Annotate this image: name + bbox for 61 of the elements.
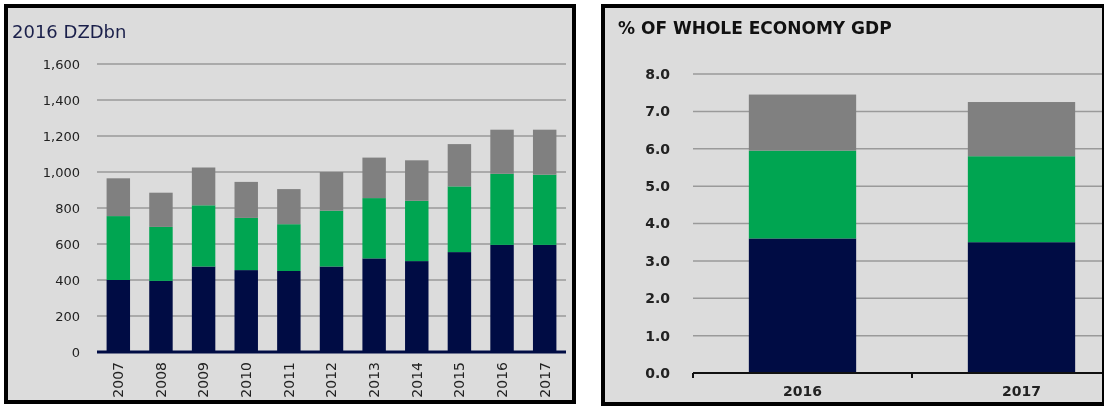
y-tick-label: 200 bbox=[55, 308, 80, 324]
bar bbox=[362, 157, 386, 199]
y-tick-label: 1,400 bbox=[42, 92, 80, 108]
x-tick-label: 2013 bbox=[366, 362, 383, 398]
bar bbox=[748, 94, 857, 151]
bar bbox=[490, 129, 514, 174]
x-tick-label: 2007 bbox=[110, 362, 127, 398]
y-tick-label: 0.0 bbox=[645, 364, 671, 381]
y-tick-label: 7.0 bbox=[645, 103, 671, 120]
y-tick-label: 4.0 bbox=[645, 215, 671, 232]
bar bbox=[106, 178, 131, 217]
y-tick-label: 1.0 bbox=[645, 327, 671, 344]
bar bbox=[967, 242, 1076, 373]
bar bbox=[405, 160, 429, 201]
bar bbox=[319, 210, 344, 267]
chart-title: % OF WHOLE ECONOMY GDP bbox=[618, 18, 892, 38]
bar bbox=[447, 186, 472, 253]
x-tick-label: 2009 bbox=[195, 362, 212, 398]
x-tick-label: 2016 bbox=[493, 361, 510, 398]
bar bbox=[748, 238, 857, 373]
bar bbox=[967, 102, 1076, 157]
y-tick-label: 0 bbox=[71, 344, 80, 360]
bar bbox=[405, 200, 429, 262]
y-tick-label: 1,000 bbox=[42, 164, 80, 180]
bar bbox=[149, 192, 173, 227]
y-tick-label: 400 bbox=[55, 272, 80, 288]
bar bbox=[106, 216, 131, 280]
bar bbox=[149, 226, 173, 281]
bar bbox=[532, 129, 557, 175]
x-tick-label: 2008 bbox=[152, 362, 169, 398]
bar bbox=[748, 150, 857, 239]
y-tick-label: 600 bbox=[55, 236, 80, 252]
y-tick-label: 3.0 bbox=[645, 252, 671, 269]
y-tick-label: 1,600 bbox=[42, 56, 80, 72]
x-tick-label: 2011 bbox=[280, 362, 297, 398]
x-tick-label: 2017 bbox=[536, 362, 553, 398]
bar bbox=[234, 217, 258, 271]
bar bbox=[191, 205, 216, 267]
x-tick-label: 2016 bbox=[783, 383, 822, 399]
bar bbox=[532, 174, 557, 245]
bar bbox=[447, 144, 472, 187]
x-tick-label: 2010 bbox=[238, 362, 255, 398]
y-tick-label: 8.0 bbox=[645, 65, 671, 82]
x-tick-label: 2015 bbox=[451, 362, 468, 398]
x-tick-label: 2017 bbox=[1002, 383, 1041, 399]
x-tick-label: 2014 bbox=[408, 361, 425, 398]
bar bbox=[967, 156, 1076, 243]
bar bbox=[191, 167, 216, 206]
bar bbox=[490, 173, 514, 245]
bar bbox=[234, 181, 258, 218]
y-tick-label: 2.0 bbox=[645, 290, 671, 307]
y-tick-label: 1,200 bbox=[42, 128, 80, 144]
bar bbox=[277, 189, 301, 225]
bar bbox=[319, 172, 344, 211]
bar bbox=[277, 224, 301, 271]
x-tick-label: 2012 bbox=[323, 362, 340, 398]
chart-title: 2016 DZDbn bbox=[12, 21, 127, 42]
y-tick-label: 5.0 bbox=[645, 178, 671, 195]
bar bbox=[362, 198, 386, 259]
y-tick-label: 800 bbox=[55, 200, 80, 216]
y-tick-label: 6.0 bbox=[645, 140, 671, 157]
